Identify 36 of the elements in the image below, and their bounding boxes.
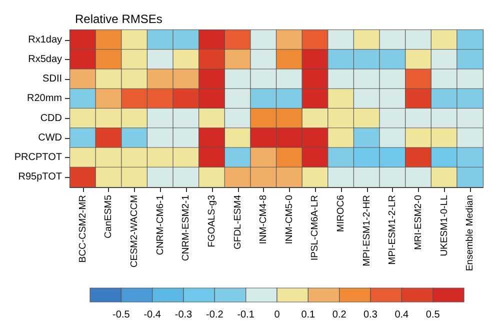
x-tick-label: UKESM1-0-LL: [438, 195, 450, 256]
x-tick-label: INM-CM4-8: [258, 195, 270, 244]
color-bar-label: -0.5: [112, 310, 130, 320]
color-bar-label: 0.2: [332, 310, 347, 320]
color-bar-label: 0.3: [364, 310, 378, 320]
x-tick-label: CanESM5: [103, 195, 114, 238]
y-tick-label: Rx5day: [28, 54, 62, 65]
color-bar-label: -0.2: [206, 310, 224, 320]
x-tick-label: INM-CM5-0: [284, 195, 295, 244]
color-bar-label: -0.1: [237, 310, 255, 320]
chart-title: Relative RMSEs: [75, 12, 162, 26]
x-tick-label: MRI-ESM2-0: [412, 195, 424, 250]
x-tick-label: Ensemble Median: [464, 195, 476, 272]
y-tick-label: R20mm: [26, 93, 62, 104]
x-tick-label: CNRM-CM6-1: [154, 195, 166, 256]
x-tick-label: BCC-CSM2-MR: [77, 194, 88, 263]
color-bar-label: -0.4: [144, 310, 162, 320]
y-tick-label: PRCPTOT: [14, 152, 62, 164]
y-tick-label: R95pTOT: [18, 172, 62, 183]
x-tick-label: CESM2-WACCM: [129, 194, 140, 268]
x-tick-label: MPI-ESM1-2-HR: [361, 194, 372, 266]
x-tick-label: FGOALS-g3: [206, 195, 218, 248]
y-tick-label: SDII: [42, 74, 62, 85]
x-tick-label: MIROC6: [336, 195, 347, 232]
y-tick-label: CWD: [38, 132, 62, 144]
y-tick-label: CDD: [40, 112, 62, 124]
y-tick-label: Rx1day: [28, 34, 62, 46]
color-bar-label: 0.4: [394, 310, 410, 320]
color-bar-label: -0.3: [174, 310, 193, 320]
color-bar-label: 0: [274, 310, 280, 320]
x-tick-label: CNRM-ESM2-1: [180, 195, 192, 261]
color-bar-label: 0.5: [426, 310, 440, 320]
x-tick-label: IPSL-CM6A-LR: [310, 194, 321, 260]
color-bar-label: 0.1: [301, 310, 316, 320]
x-tick-label: GFDL-ESM4: [232, 195, 244, 250]
x-tick-label: MPI-ESM1-2-LR: [387, 194, 398, 265]
